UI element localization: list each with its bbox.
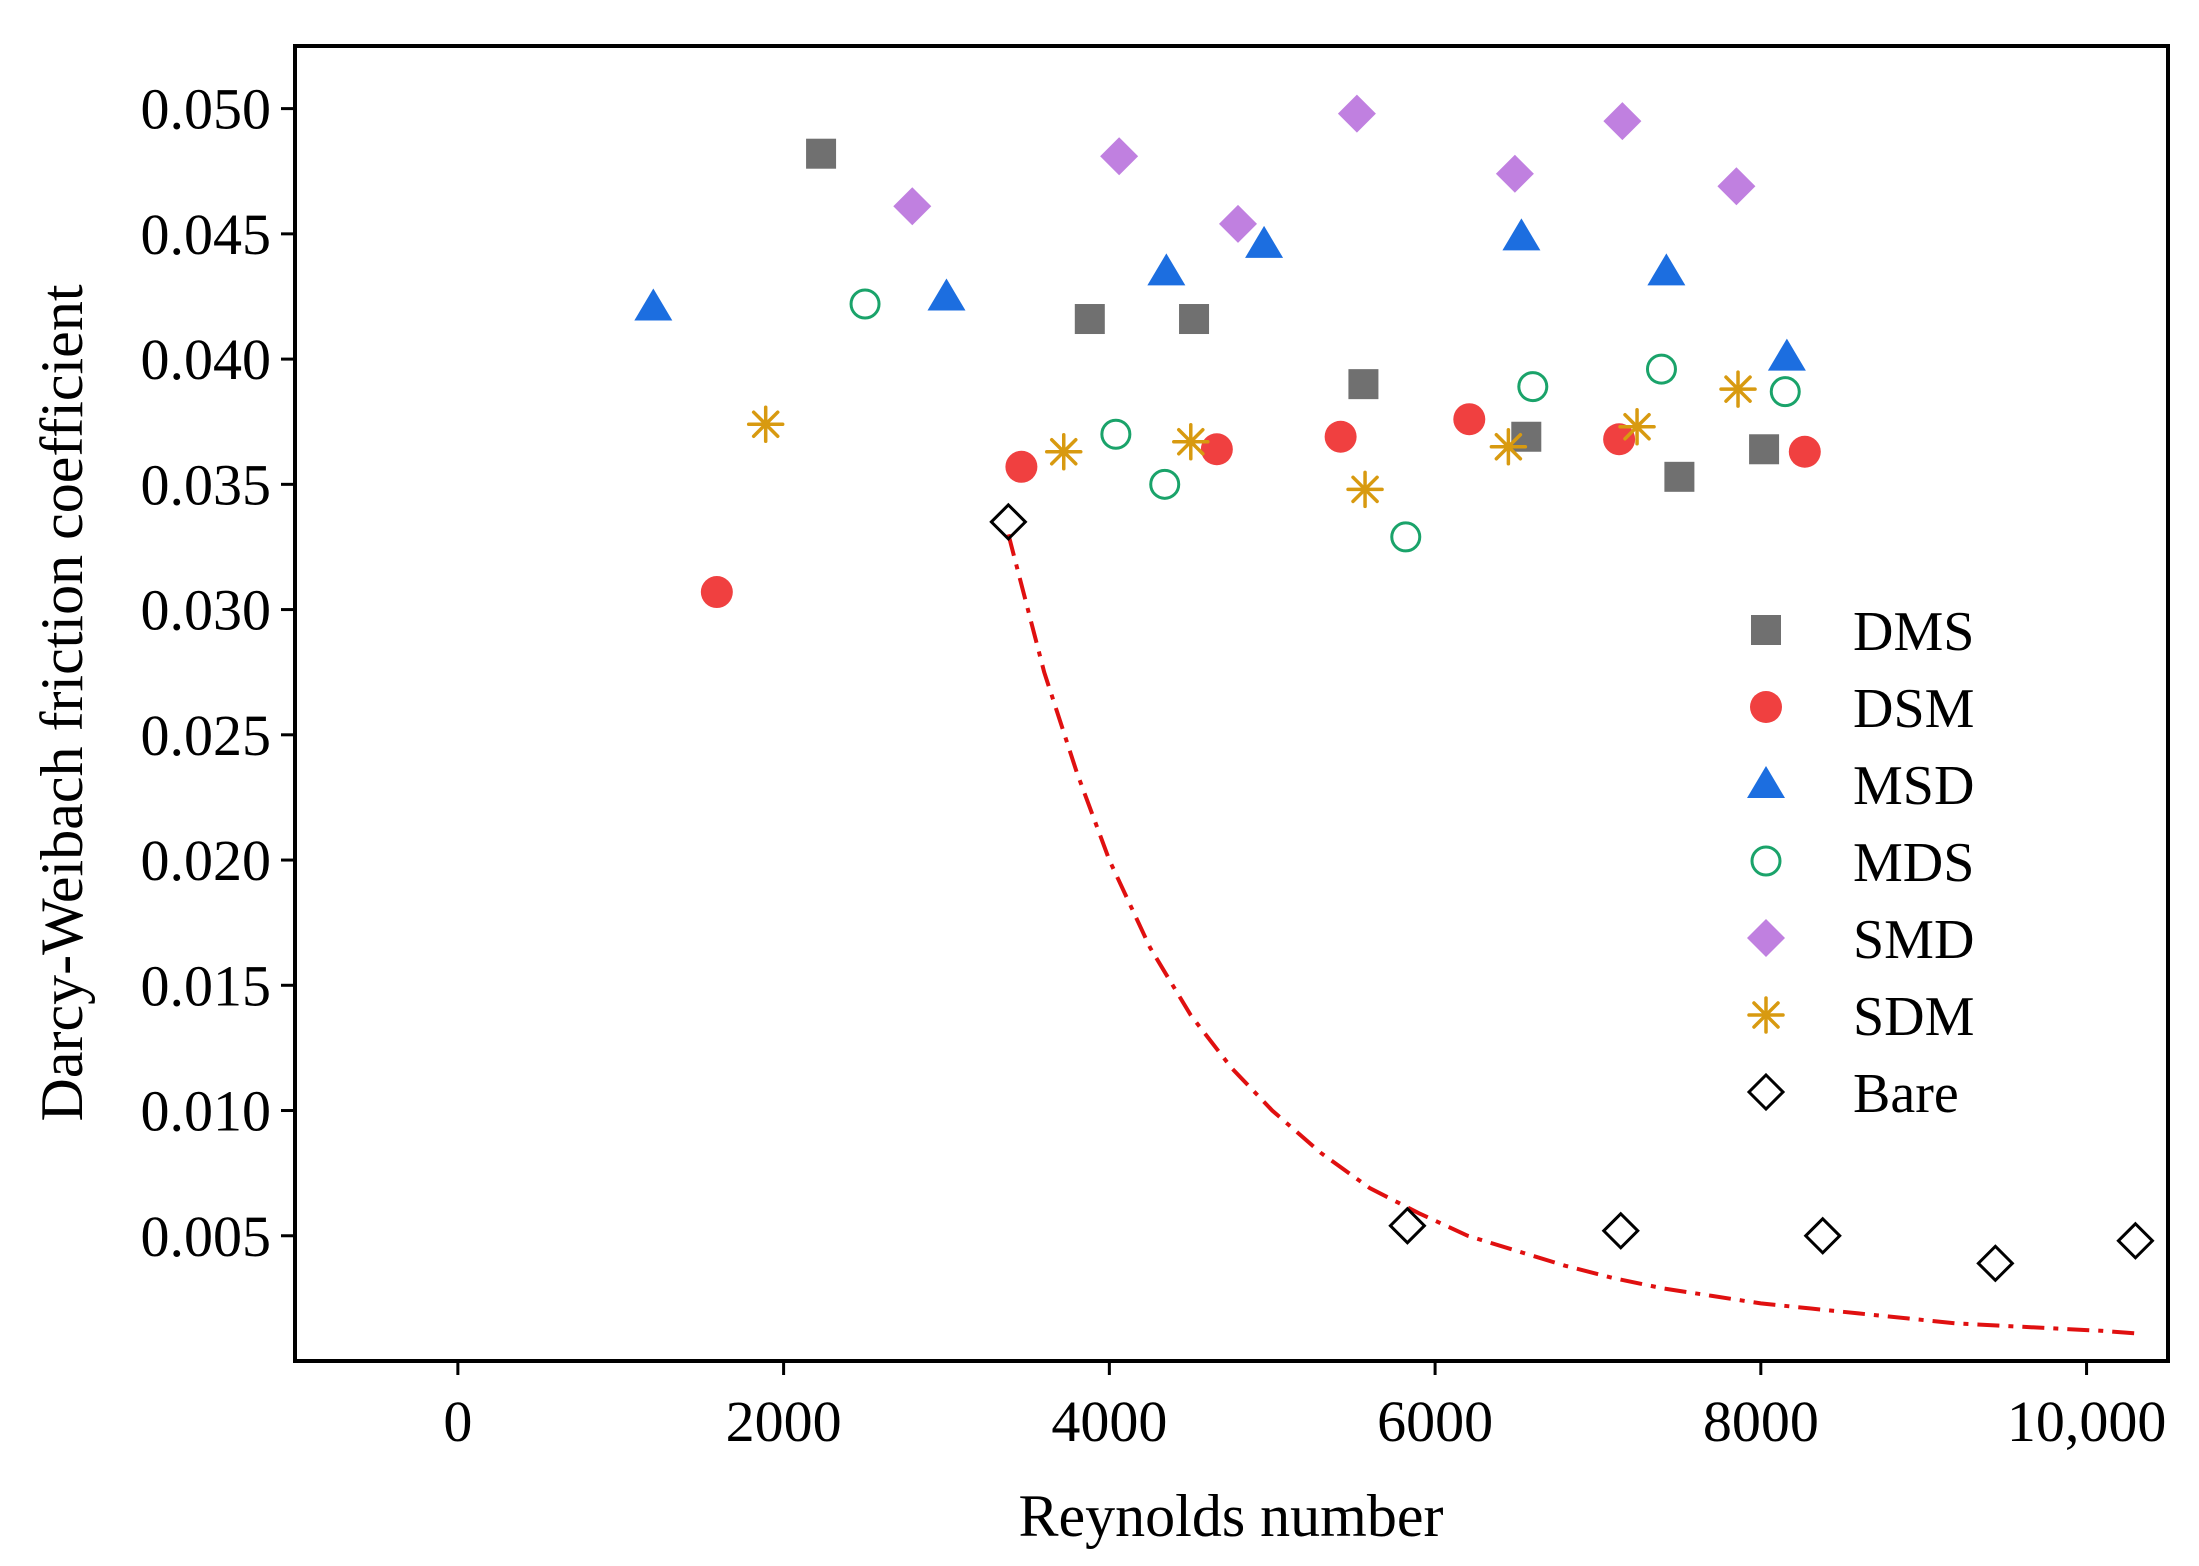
y-tick-label: 0.035: [141, 452, 272, 517]
legend-marker-msd: [1747, 766, 1785, 798]
x-tick-label: 2000: [726, 1389, 842, 1454]
legend-label-dsm: DSM: [1853, 678, 1974, 740]
msd-point: [1147, 253, 1186, 286]
y-tick-label: 0.025: [141, 703, 272, 768]
sdm-point: [1044, 433, 1083, 471]
y-tick-label: 0.015: [141, 953, 272, 1018]
dms-point: [806, 138, 837, 169]
dms-point: [1348, 369, 1379, 400]
dms-point: [1074, 304, 1105, 335]
legend-marker-dsm: [1750, 691, 1782, 723]
y-tick-label: 0.020: [141, 828, 272, 893]
dms-point: [1664, 461, 1695, 492]
bare-point: [1976, 1244, 2015, 1283]
sdm-point: [746, 405, 785, 443]
y-axis: 0.005 0.010 0.015 0.020 0.025 0.030 0.035 0.040…: [141, 77, 295, 1269]
legend-marker-smd: [1747, 919, 1785, 957]
mds-point: [1517, 371, 1549, 403]
msd-point: [1647, 253, 1686, 286]
legend: DMS DSM MSD MDS SMD SDM Bare: [1746, 601, 1974, 1125]
bare-fit-curve: [1006, 533, 2136, 1336]
mds-point: [1645, 353, 1677, 385]
data-points-layer: [634, 94, 2155, 1283]
smd-point: [893, 187, 932, 226]
y-tick-label: 0.005: [141, 1204, 272, 1269]
mds-point: [1769, 376, 1801, 408]
fit-curve-layer: [1006, 533, 2136, 1336]
x-tick-label: 0: [443, 1389, 472, 1454]
msd-point: [927, 278, 966, 311]
msd-point: [1245, 225, 1284, 258]
mds-point: [1100, 418, 1132, 450]
msd-point: [634, 288, 673, 321]
bare-point: [1601, 1211, 1640, 1250]
legend-marker-sdm: [1747, 996, 1785, 1034]
y-tick-label: 0.030: [141, 578, 272, 643]
bare-point: [989, 502, 1028, 542]
dsm-point: [1005, 450, 1038, 483]
x-tick-label: 4000: [1051, 1389, 1167, 1454]
dsm-point: [1788, 435, 1821, 468]
x-tick-label: 8000: [1703, 1389, 1819, 1454]
dms-point: [1749, 434, 1780, 465]
legend-marker-dms: [1751, 615, 1781, 645]
smd-point: [1603, 102, 1642, 141]
plot-frame: [293, 44, 2170, 1363]
smd-point: [1219, 204, 1258, 243]
bare-point: [2116, 1221, 2155, 1260]
y-tick-label: 0.010: [141, 1079, 272, 1144]
dsm-point: [1324, 420, 1357, 453]
mds-point: [1149, 468, 1181, 500]
dms-point: [1179, 304, 1210, 335]
smd-point: [1100, 137, 1139, 176]
x-axis-title: Reynolds number: [1019, 1483, 1444, 1549]
legend-label-msd: MSD: [1853, 755, 1974, 817]
x-axis: 0 2000 4000 6000 8000 10,000: [443, 1361, 2166, 1454]
legend-label-smd: SMD: [1853, 909, 1974, 971]
y-tick-label: 0.045: [141, 202, 272, 267]
x-tick-label: 10,000: [2007, 1389, 2167, 1454]
sdm-point: [1618, 407, 1656, 446]
sdm-point: [1172, 423, 1210, 461]
dsm-point: [1453, 403, 1486, 436]
bare-point: [1803, 1216, 1842, 1255]
mds-point: [1390, 521, 1422, 553]
msd-point: [1502, 218, 1541, 251]
smd-point: [1717, 167, 1756, 206]
legend-marker-bare: [1746, 1072, 1786, 1112]
sdm-point: [1346, 470, 1384, 509]
dsm-point: [1603, 423, 1636, 456]
msd-point: [1767, 338, 1806, 371]
y-tick-label: 0.040: [141, 327, 272, 392]
legend-label-bare: Bare: [1853, 1063, 1959, 1125]
x-tick-label: 6000: [1377, 1389, 1493, 1454]
dsm-point: [700, 576, 733, 609]
sdm-point: [1719, 370, 1757, 408]
legend-label-sdm: SDM: [1853, 986, 1974, 1048]
bare-point: [1388, 1206, 1427, 1245]
smd-point: [1337, 94, 1376, 133]
sdm-point: [1489, 428, 1528, 466]
y-axis-title: Darcy-Weibach friction coefficient: [29, 284, 95, 1121]
mds-point: [849, 288, 881, 320]
legend-label-dms: DMS: [1853, 601, 1974, 663]
legend-label-mds: MDS: [1853, 832, 1974, 894]
dsm-point: [1200, 433, 1233, 466]
smd-point: [1495, 154, 1534, 193]
y-tick-label: 0.050: [141, 77, 272, 142]
legend-marker-mds: [1750, 845, 1782, 877]
